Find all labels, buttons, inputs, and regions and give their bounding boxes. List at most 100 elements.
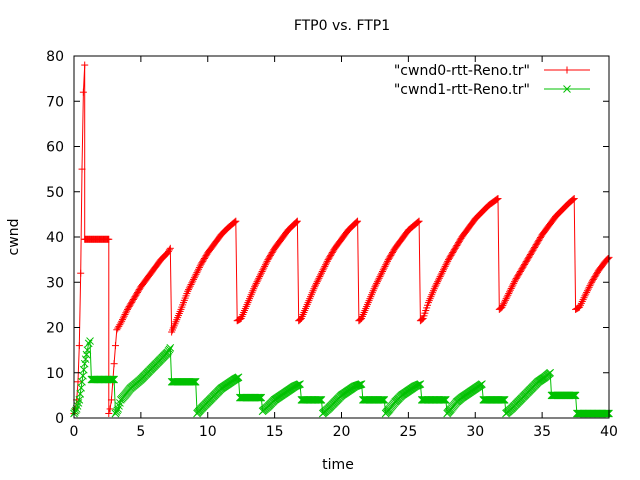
data-point-0 [376, 273, 384, 281]
data-point-1 [254, 393, 262, 402]
data-point-1 [568, 391, 577, 400]
data-point-0 [444, 257, 452, 265]
data-point-0 [380, 264, 388, 272]
data-point-0 [77, 269, 85, 277]
data-point-0 [322, 261, 330, 269]
data-point-0 [353, 218, 361, 226]
data-point-0 [436, 273, 444, 281]
data-point-0 [505, 290, 513, 298]
data-point-0 [381, 262, 389, 270]
data-point-0 [501, 296, 509, 304]
data-point-0 [510, 279, 518, 287]
y-tick-label: 30 [46, 275, 64, 291]
series-markers-1 [70, 337, 613, 418]
data-point-1 [191, 377, 199, 386]
data-point-1 [315, 396, 323, 404]
data-point-0 [584, 285, 592, 293]
data-point-0 [117, 319, 125, 327]
data-point-1 [73, 402, 82, 410]
data-point-0 [120, 312, 128, 320]
data-point-1 [116, 399, 124, 407]
x-tick-label: 10 [199, 424, 217, 440]
data-point-0 [118, 317, 126, 325]
data-point-0 [121, 310, 129, 318]
data-point-0 [256, 273, 264, 281]
data-point-0 [502, 295, 510, 303]
data-point-0 [373, 278, 381, 286]
data-point-1 [86, 337, 94, 345]
data-point-0 [568, 196, 576, 204]
data-point-1 [316, 396, 325, 404]
data-point-0 [379, 266, 387, 274]
data-point-0 [354, 217, 362, 225]
data-point-1 [440, 396, 449, 404]
data-point-0 [185, 284, 193, 292]
data-point-0 [253, 278, 261, 286]
y-tick-label: 50 [46, 185, 64, 201]
data-point-0 [437, 271, 445, 279]
data-point-0 [434, 278, 442, 286]
y-axis-label: cwnd [6, 219, 22, 256]
data-point-1 [499, 396, 507, 404]
x-tick-label: 30 [466, 424, 484, 440]
data-point-1 [498, 396, 507, 404]
data-point-1 [604, 409, 613, 418]
data-point-0 [498, 303, 506, 311]
data-point-0 [383, 259, 391, 267]
data-point-0 [374, 276, 382, 284]
data-point-0 [440, 264, 448, 272]
legend-label-0: "cwnd0-rtt-Reno.tr" [394, 63, 530, 79]
data-point-0 [230, 219, 238, 227]
data-point-1 [107, 375, 115, 384]
data-point-0 [313, 278, 321, 286]
data-point-0 [317, 269, 325, 277]
data-point-1 [255, 393, 264, 402]
data-point-1 [108, 375, 117, 384]
data-point-0 [257, 269, 265, 277]
legend-label-1: "cwnd1-rtt-Reno.tr" [394, 82, 530, 98]
legend: "cwnd0-rtt-Reno.tr" "cwnd1-rtt-Reno.tr" [394, 63, 590, 98]
data-point-0 [417, 316, 425, 324]
x-tick-label: 15 [266, 424, 284, 440]
data-point-0 [196, 262, 204, 270]
data-point-0 [256, 271, 264, 279]
data-point-0 [119, 314, 127, 322]
data-point-0 [433, 279, 441, 287]
data-point-0 [188, 279, 196, 287]
data-point-0 [186, 282, 194, 290]
y-tick-label: 60 [46, 140, 64, 156]
data-point-1 [380, 396, 389, 404]
data-point-0 [311, 283, 319, 291]
data-point-0 [315, 274, 323, 282]
data-point-1 [377, 396, 386, 404]
data-point-1 [257, 393, 266, 402]
x-tick-label: 35 [533, 424, 551, 440]
chart-title: FTP0 vs. FTP1 [294, 18, 390, 34]
data-point-0 [319, 266, 327, 274]
data-point-0 [506, 288, 514, 296]
data-point-0 [581, 292, 589, 300]
data-point-1 [571, 391, 580, 400]
data-point-0 [107, 396, 115, 404]
data-point-1 [317, 396, 326, 404]
data-point-0 [165, 247, 173, 255]
data-point-0 [501, 298, 509, 306]
data-point-0 [507, 284, 515, 292]
data-point-0 [352, 219, 360, 227]
data-point-1 [441, 396, 449, 404]
data-point-0 [164, 249, 172, 257]
data-point-1 [546, 368, 555, 377]
data-point-1 [83, 346, 92, 354]
data-point-0 [185, 286, 193, 294]
data-point-0 [494, 195, 502, 203]
data-point-0 [382, 261, 390, 269]
data-point-0 [106, 405, 114, 413]
data-point-1 [478, 380, 486, 388]
data-point-0 [511, 278, 519, 286]
data-point-0 [583, 287, 591, 295]
data-point-0 [582, 290, 590, 298]
data-point-0 [587, 280, 595, 288]
data-point-1 [497, 396, 506, 404]
data-point-0 [583, 288, 591, 296]
data-point-0 [187, 281, 195, 289]
